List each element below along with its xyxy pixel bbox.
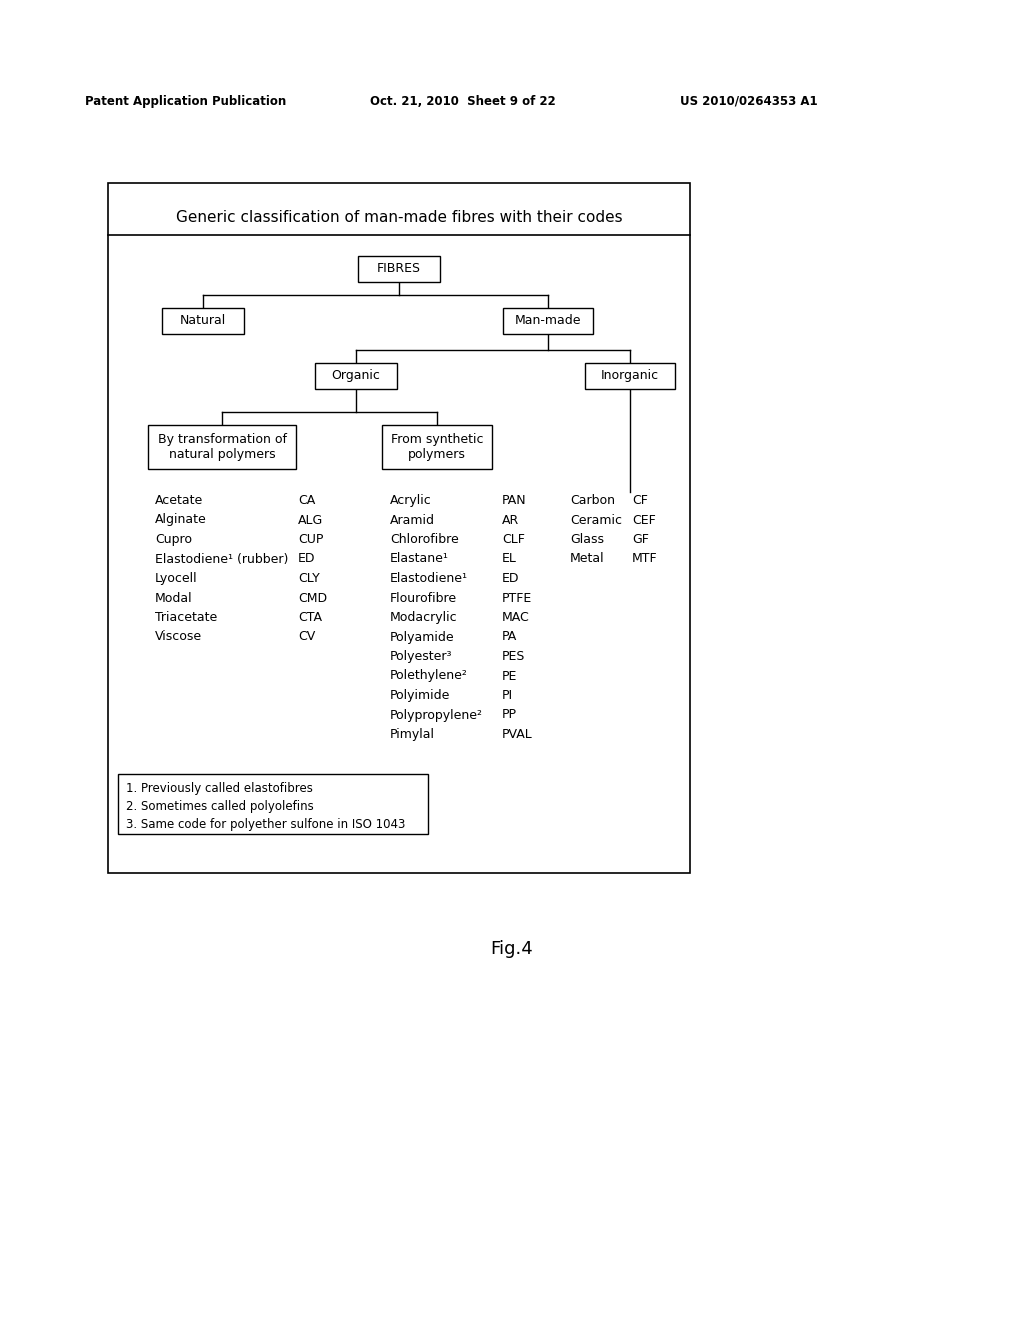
Text: Patent Application Publication: Patent Application Publication: [85, 95, 287, 108]
Text: Elastane¹: Elastane¹: [390, 553, 449, 565]
Text: PP: PP: [502, 709, 517, 722]
Text: Elastodiene¹: Elastodiene¹: [390, 572, 468, 585]
Text: Pimylal: Pimylal: [390, 729, 435, 741]
Text: EL: EL: [502, 553, 517, 565]
Text: CTA: CTA: [298, 611, 322, 624]
Text: FIBRES: FIBRES: [377, 263, 421, 276]
Text: Flourofibre: Flourofibre: [390, 591, 457, 605]
Text: Glass: Glass: [570, 533, 604, 546]
Text: PI: PI: [502, 689, 513, 702]
Bar: [503, 308, 593, 334]
Text: Elastodiene¹ (rubber): Elastodiene¹ (rubber): [155, 553, 289, 565]
Text: MTF: MTF: [632, 553, 657, 565]
Text: Alginate: Alginate: [155, 513, 207, 527]
Text: MAC: MAC: [502, 611, 529, 624]
Text: Polyamide: Polyamide: [390, 631, 455, 644]
Text: Modal: Modal: [155, 591, 193, 605]
Text: AR: AR: [502, 513, 519, 527]
Text: Polyester³: Polyester³: [390, 649, 453, 663]
Text: 1. Previously called elastofibres: 1. Previously called elastofibres: [126, 781, 313, 795]
Text: CUP: CUP: [298, 533, 324, 546]
Text: Fig.4: Fig.4: [490, 940, 534, 958]
Text: Ceramic: Ceramic: [570, 513, 622, 527]
Text: Carbon: Carbon: [570, 494, 615, 507]
Text: Organic: Organic: [332, 370, 381, 383]
Text: CEF: CEF: [632, 513, 655, 527]
Text: CA: CA: [298, 494, 315, 507]
Bar: [118, 774, 428, 834]
Bar: [148, 425, 296, 469]
Text: CV: CV: [298, 631, 315, 644]
Text: PA: PA: [502, 631, 517, 644]
Text: Natural: Natural: [180, 314, 226, 327]
Text: Viscose: Viscose: [155, 631, 202, 644]
Text: Aramid: Aramid: [390, 513, 435, 527]
Text: PTFE: PTFE: [502, 591, 532, 605]
Bar: [162, 308, 244, 334]
Text: CLY: CLY: [298, 572, 319, 585]
Text: PE: PE: [502, 669, 517, 682]
Text: Chlorofibre: Chlorofibre: [390, 533, 459, 546]
Text: PES: PES: [502, 649, 525, 663]
Text: Man-made: Man-made: [515, 314, 582, 327]
Text: Cupro: Cupro: [155, 533, 193, 546]
Text: Polyimide: Polyimide: [390, 689, 451, 702]
Text: Generic classification of man-made fibres with their codes: Generic classification of man-made fibre…: [176, 210, 623, 224]
Text: Lyocell: Lyocell: [155, 572, 198, 585]
Text: PAN: PAN: [502, 494, 526, 507]
Text: 3. Same code for polyether sulfone in ISO 1043: 3. Same code for polyether sulfone in IS…: [126, 818, 406, 832]
Text: US 2010/0264353 A1: US 2010/0264353 A1: [680, 95, 817, 108]
Bar: [358, 256, 440, 282]
Text: GF: GF: [632, 533, 649, 546]
Bar: [382, 425, 492, 469]
Text: PVAL: PVAL: [502, 729, 532, 741]
Text: Modacrylic: Modacrylic: [390, 611, 458, 624]
Text: 2. Sometimes called polyolefins: 2. Sometimes called polyolefins: [126, 800, 313, 813]
Text: From synthetic
polymers: From synthetic polymers: [391, 433, 483, 461]
Text: Polethylene²: Polethylene²: [390, 669, 468, 682]
Text: CMD: CMD: [298, 591, 327, 605]
Text: Polypropylene²: Polypropylene²: [390, 709, 483, 722]
Text: Metal: Metal: [570, 553, 604, 565]
Text: Oct. 21, 2010  Sheet 9 of 22: Oct. 21, 2010 Sheet 9 of 22: [370, 95, 556, 108]
Bar: [585, 363, 675, 389]
Text: By transformation of
natural polymers: By transformation of natural polymers: [158, 433, 287, 461]
Bar: [315, 363, 397, 389]
Text: ED: ED: [298, 553, 315, 565]
Text: ED: ED: [502, 572, 519, 585]
Text: Acetate: Acetate: [155, 494, 203, 507]
Text: CF: CF: [632, 494, 648, 507]
Text: Triacetate: Triacetate: [155, 611, 217, 624]
Text: CLF: CLF: [502, 533, 525, 546]
Text: ALG: ALG: [298, 513, 324, 527]
Text: Acrylic: Acrylic: [390, 494, 432, 507]
Bar: [108, 183, 690, 873]
Text: Inorganic: Inorganic: [601, 370, 659, 383]
